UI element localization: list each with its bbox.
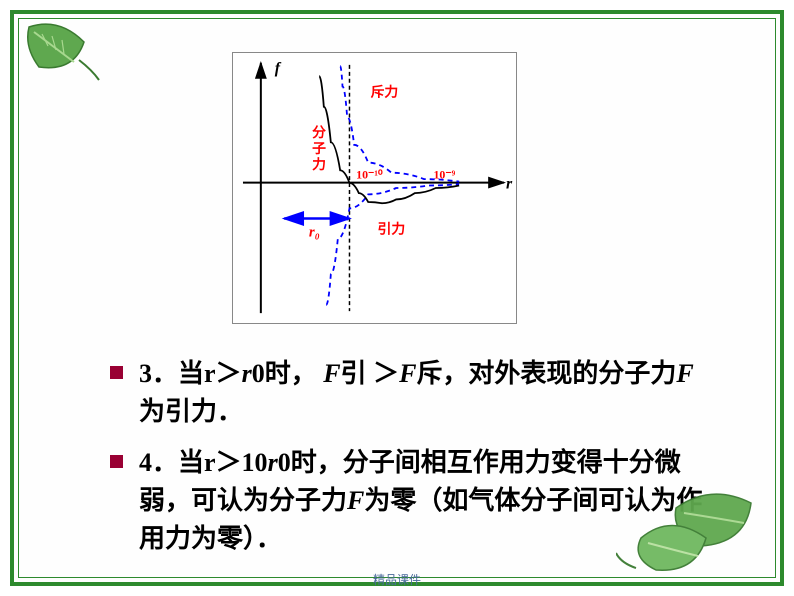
svg-text:r: r — [506, 176, 513, 193]
svg-text:r₀: r₀ — [309, 224, 320, 240]
footer-text: 精品课件 — [0, 571, 794, 588]
bullet-text-4: 4．当r＞10r0时，分子间相互作用力变得十分微弱，可认为分子力F为零（如气体分… — [139, 444, 710, 557]
svg-text:f: f — [275, 60, 282, 77]
bullet-square-icon — [110, 455, 123, 468]
svg-text:斥力: 斥力 — [370, 84, 398, 101]
svg-text:子: 子 — [312, 141, 326, 157]
svg-text:10⁻¹⁰: 10⁻¹⁰ — [356, 168, 383, 182]
bullet-item-4: 4．当r＞10r0时，分子间相互作用力变得十分微弱，可认为分子力F为零（如气体分… — [110, 444, 710, 557]
svg-text:引力: 引力 — [377, 221, 405, 238]
bullet-square-icon — [110, 366, 123, 379]
svg-text:10⁻⁹: 10⁻⁹ — [433, 168, 455, 182]
leaf-top-left-icon — [24, 22, 104, 82]
bullet-text-3: 3．当r＞r0时， F引 ＞F斥，对外表现的分子力F为引力． — [139, 355, 710, 430]
svg-text:力: 力 — [312, 156, 326, 173]
svg-text:分: 分 — [312, 125, 326, 141]
chart-svg: f r r₀ 10⁻¹⁰ 10⁻⁹ 斥力引力 分子力 — [233, 53, 516, 323]
molecular-force-chart: f r r₀ 10⁻¹⁰ 10⁻⁹ 斥力引力 分子力 — [232, 52, 517, 324]
bullet-item-3: 3．当r＞r0时， F引 ＞F斥，对外表现的分子力F为引力． — [110, 355, 710, 430]
bullet-list: 3．当r＞r0时， F引 ＞F斥，对外表现的分子力F为引力． 4．当r＞10r0… — [110, 355, 710, 571]
